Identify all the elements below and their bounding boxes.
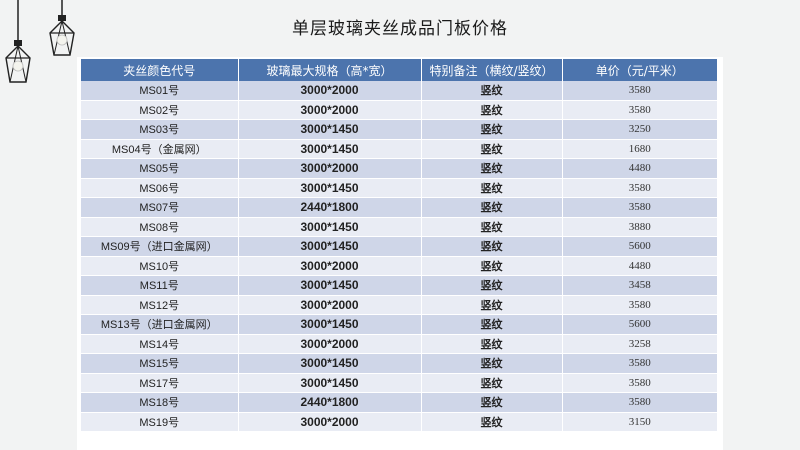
cell-color-code: MS06号 bbox=[81, 178, 239, 198]
cell-max-size: 3000*1450 bbox=[238, 275, 422, 296]
cell-unit-price: 5600 bbox=[562, 236, 717, 257]
cell-note: 竖纹 bbox=[421, 334, 563, 354]
table-row: MS14号 3000*2000 竖纹 3258 bbox=[81, 334, 717, 354]
table-row: MS12号 3000*2000 竖纹 3580 bbox=[81, 295, 717, 315]
cell-max-size: 3000*1450 bbox=[238, 139, 422, 159]
table-row: MS05号 3000*2000 竖纹 4480 bbox=[81, 158, 717, 179]
cell-note: 竖纹 bbox=[421, 373, 563, 393]
cell-note: 竖纹 bbox=[421, 100, 563, 120]
cell-note: 竖纹 bbox=[421, 197, 563, 218]
cell-max-size: 3000*2000 bbox=[238, 81, 422, 101]
cell-unit-price: 3580 bbox=[562, 197, 717, 218]
cell-max-size: 3000*1450 bbox=[238, 236, 422, 257]
cell-note: 竖纹 bbox=[421, 119, 563, 140]
table-row: MS18号 2440*1800 竖纹 3580 bbox=[81, 392, 717, 413]
cell-color-code: MS04号（金属网） bbox=[81, 139, 239, 159]
cell-color-code: MS14号 bbox=[81, 334, 239, 354]
cell-note: 竖纹 bbox=[421, 256, 563, 276]
cell-color-code: MS09号（进口金属网） bbox=[81, 236, 239, 257]
cell-unit-price: 3250 bbox=[562, 119, 717, 140]
table-header-row: 夹丝颜色代号 玻璃最大规格（高*宽） 特别备注（横纹/竖纹） 单价（元/平米） bbox=[81, 59, 717, 81]
cell-note: 竖纹 bbox=[421, 236, 563, 257]
cell-unit-price: 1680 bbox=[562, 139, 717, 159]
cell-unit-price: 3580 bbox=[562, 373, 717, 393]
cell-note: 竖纹 bbox=[421, 275, 563, 296]
table-row: MS02号 3000*2000 竖纹 3580 bbox=[81, 100, 717, 120]
table-row: MS09号（进口金属网） 3000*1450 竖纹 5600 bbox=[81, 236, 717, 257]
table-row: MS01号 3000*2000 竖纹 3580 bbox=[81, 81, 717, 101]
cell-color-code: MS18号 bbox=[81, 392, 239, 413]
cell-color-code: MS05号 bbox=[81, 158, 239, 179]
cell-note: 竖纹 bbox=[421, 353, 563, 374]
cell-color-code: MS17号 bbox=[81, 373, 239, 393]
cell-color-code: MS10号 bbox=[81, 256, 239, 276]
table-row: MS15号 3000*1450 竖纹 3580 bbox=[81, 353, 717, 374]
cell-max-size: 3000*2000 bbox=[238, 256, 422, 276]
cell-max-size: 3000*1450 bbox=[238, 373, 422, 393]
cell-max-size: 3000*1450 bbox=[238, 178, 422, 198]
header-color-code: 夹丝颜色代号 bbox=[81, 59, 239, 81]
cell-color-code: MS03号 bbox=[81, 119, 239, 140]
table-row: MS07号 2440*1800 竖纹 3580 bbox=[81, 197, 717, 218]
cell-color-code: MS11号 bbox=[81, 275, 239, 296]
table-row: MS08号 3000*1450 竖纹 3880 bbox=[81, 217, 717, 237]
cell-color-code: MS07号 bbox=[81, 197, 239, 218]
cell-color-code: MS08号 bbox=[81, 217, 239, 237]
cell-max-size: 3000*1450 bbox=[238, 119, 422, 140]
cell-unit-price: 3580 bbox=[562, 100, 717, 120]
cell-color-code: MS15号 bbox=[81, 353, 239, 374]
cell-color-code: MS19号 bbox=[81, 412, 239, 432]
cell-max-size: 3000*1450 bbox=[238, 217, 422, 237]
cell-note: 竖纹 bbox=[421, 314, 563, 335]
cell-max-size: 3000*1450 bbox=[238, 314, 422, 335]
cell-unit-price: 3580 bbox=[562, 392, 717, 413]
cell-unit-price: 3580 bbox=[562, 353, 717, 374]
cell-max-size: 3000*2000 bbox=[238, 334, 422, 354]
cell-note: 竖纹 bbox=[421, 392, 563, 413]
cell-unit-price: 5600 bbox=[562, 314, 717, 335]
cell-unit-price: 3458 bbox=[562, 275, 717, 296]
table-row: MS11号 3000*1450 竖纹 3458 bbox=[81, 275, 717, 296]
page-title: 单层玻璃夹丝成品门板价格 bbox=[292, 19, 508, 39]
table-row: MS13号（进口金属网） 3000*1450 竖纹 5600 bbox=[81, 314, 717, 335]
pendant-lamp-icon bbox=[5, 0, 75, 83]
table-row: MS04号（金属网） 3000*1450 竖纹 1680 bbox=[81, 139, 717, 159]
cell-max-size: 2440*1800 bbox=[238, 197, 422, 218]
cell-max-size: 3000*2000 bbox=[238, 158, 422, 179]
table-row: MS19号 3000*2000 竖纹 3150 bbox=[81, 412, 717, 432]
cell-note: 竖纹 bbox=[421, 217, 563, 237]
cell-note: 竖纹 bbox=[421, 178, 563, 198]
table-row: MS06号 3000*1450 竖纹 3580 bbox=[81, 178, 717, 198]
cell-max-size: 3000*2000 bbox=[238, 295, 422, 315]
cell-color-code: MS02号 bbox=[81, 100, 239, 120]
header-note: 特别备注（横纹/竖纹） bbox=[421, 59, 563, 81]
cell-note: 竖纹 bbox=[421, 81, 563, 101]
cell-unit-price: 3580 bbox=[562, 295, 717, 315]
table-row: MS10号 3000*2000 竖纹 4480 bbox=[81, 256, 717, 276]
cell-unit-price: 4480 bbox=[562, 256, 717, 276]
cell-max-size: 2440*1800 bbox=[238, 392, 422, 413]
cell-note: 竖纹 bbox=[421, 412, 563, 432]
table-row: MS03号 3000*1450 竖纹 3250 bbox=[81, 119, 717, 140]
cell-color-code: MS13号（进口金属网） bbox=[81, 314, 239, 335]
cell-color-code: MS01号 bbox=[81, 81, 239, 101]
cell-note: 竖纹 bbox=[421, 139, 563, 159]
cell-unit-price: 3580 bbox=[562, 178, 717, 198]
cell-note: 竖纹 bbox=[421, 295, 563, 315]
cell-unit-price: 3880 bbox=[562, 217, 717, 237]
header-unit-price: 单价（元/平米） bbox=[562, 59, 717, 81]
cell-max-size: 3000*2000 bbox=[238, 100, 422, 120]
cell-unit-price: 3580 bbox=[562, 81, 717, 101]
cell-unit-price: 4480 bbox=[562, 158, 717, 179]
cell-unit-price: 3258 bbox=[562, 334, 717, 354]
table-row: MS17号 3000*1450 竖纹 3580 bbox=[81, 373, 717, 393]
price-table: 夹丝颜色代号 玻璃最大规格（高*宽） 特别备注（横纹/竖纹） 单价（元/平米） … bbox=[81, 59, 717, 432]
cell-max-size: 3000*2000 bbox=[238, 412, 422, 432]
cell-max-size: 3000*1450 bbox=[238, 353, 422, 374]
header-max-size: 玻璃最大规格（高*宽） bbox=[238, 59, 422, 81]
cell-color-code: MS12号 bbox=[81, 295, 239, 315]
cell-note: 竖纹 bbox=[421, 158, 563, 179]
cell-unit-price: 3150 bbox=[562, 412, 717, 432]
